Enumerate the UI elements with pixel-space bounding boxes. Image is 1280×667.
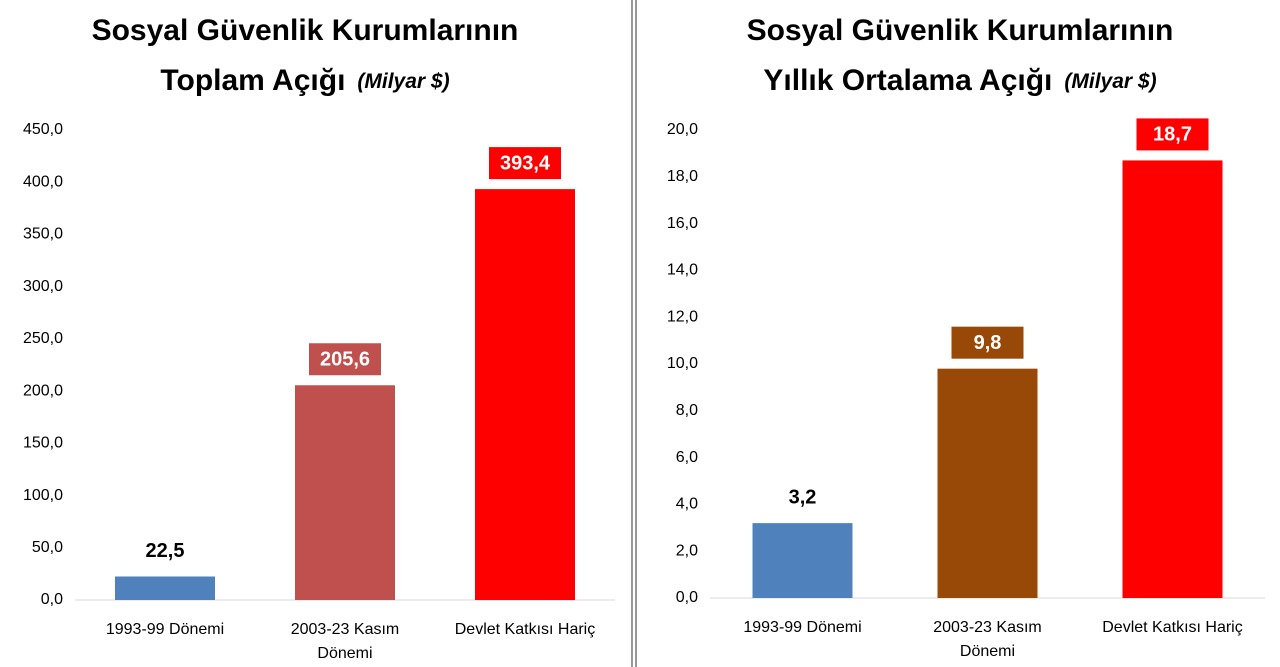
x-tick-label: Devlet Katkısı Hariç: [455, 621, 595, 638]
y-tick-label: 0,0: [676, 589, 698, 606]
y-tick-label: 0,0: [41, 591, 63, 608]
chart-title: Sosyal Güvenlik Kurumlarının: [92, 14, 519, 47]
y-tick-label: 400,0: [23, 173, 63, 190]
value-label: 22,5: [146, 540, 185, 562]
unit-label: (Milyar $): [357, 70, 449, 93]
value-label: 205,6: [320, 349, 370, 371]
bar: [115, 576, 215, 600]
chart-title: Yıllık Ortalama Açığı (Milyar $): [763, 64, 1156, 97]
y-tick-label: 4,0: [676, 496, 698, 513]
bar: [475, 189, 575, 601]
y-tick-label: 100,0: [23, 487, 63, 504]
y-tick-label: 300,0: [23, 278, 63, 295]
value-label: 18,7: [1153, 124, 1192, 146]
x-tick-label: 1993-99 Dönemi: [743, 619, 861, 636]
y-tick-label: 450,0: [23, 121, 63, 138]
unit-label: (Milyar $): [1064, 70, 1156, 93]
y-tick-label: 20,0: [667, 121, 698, 138]
bar: [752, 523, 853, 598]
x-tick-label: 1993-99 Dönemi: [106, 621, 224, 638]
y-tick-label: 12,0: [667, 308, 698, 325]
y-tick-label: 14,0: [667, 262, 698, 279]
value-label-box: [951, 326, 1024, 359]
chart-title: Sosyal Güvenlik Kurumlarının: [747, 14, 1174, 47]
y-tick-label: 250,0: [23, 330, 63, 347]
y-tick-label: 150,0: [23, 435, 63, 452]
y-tick-label: 6,0: [676, 449, 698, 466]
value-label-box: [309, 343, 381, 376]
y-tick-label: 50,0: [32, 539, 63, 556]
bar: [1122, 160, 1223, 599]
chart-title-line: Yıllık Ortalama Açığı: [763, 64, 1052, 97]
value-label: 3,2: [789, 486, 817, 508]
y-tick-label: 18,0: [667, 168, 698, 185]
x-tick-label: Dönemi: [960, 643, 1015, 660]
x-tick-label: 2003-23 Kasım: [933, 619, 1042, 636]
y-tick-label: 350,0: [23, 226, 63, 243]
chart-title-line: Toplam Açığı: [160, 64, 345, 97]
bar: [295, 385, 395, 600]
value-label: 9,8: [974, 332, 1002, 354]
value-label-box: [489, 147, 561, 180]
x-tick-label: Devlet Katkısı Hariç: [1102, 619, 1242, 636]
y-tick-label: 2,0: [676, 542, 698, 559]
x-tick-label: 2003-23 Kasım: [291, 621, 400, 638]
chart-title: Toplam Açığı (Milyar $): [160, 64, 449, 97]
y-tick-label: 200,0: [23, 382, 63, 399]
value-label-box: [1136, 118, 1209, 151]
y-tick-label: 16,0: [667, 215, 698, 232]
x-tick-label: Dönemi: [317, 645, 372, 662]
y-tick-label: 10,0: [667, 355, 698, 372]
bar: [937, 368, 1038, 598]
y-tick-label: 8,0: [676, 402, 698, 419]
value-label: 393,4: [500, 152, 551, 174]
